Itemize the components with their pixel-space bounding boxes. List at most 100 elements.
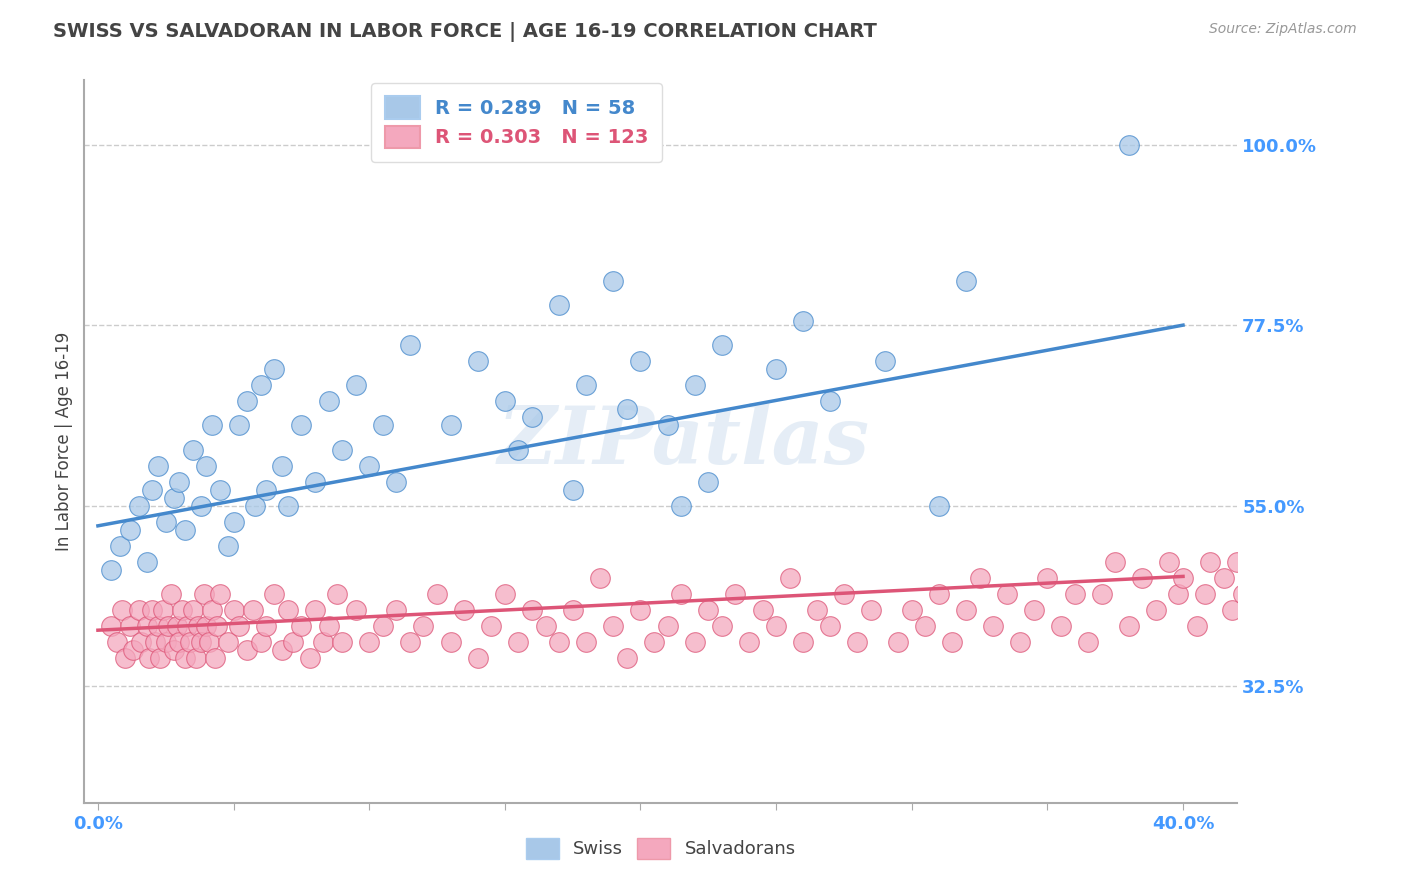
Point [508,635,530,649]
Point [128,603,150,617]
Point [160,587,183,601]
Point [697,603,720,617]
Point [169,635,191,649]
Point [249,378,271,392]
Point [683,378,706,392]
Point [176,619,198,633]
Point [453,603,475,617]
Point [602,619,624,633]
Point [120,523,142,537]
Point [208,483,231,497]
Point [283,635,305,649]
Point [669,587,692,601]
Point [724,587,747,601]
Point [135,619,157,633]
Point [143,635,166,649]
Point [359,635,381,649]
Point [806,603,828,617]
Point [155,515,177,529]
Point [710,619,733,633]
Point [217,635,239,649]
Point [873,354,896,368]
Point [683,635,706,649]
Point [318,394,340,409]
Point [312,635,335,649]
Point [508,442,530,457]
Point [669,499,692,513]
Point [561,603,583,617]
Point [385,475,408,489]
Point [1118,137,1140,152]
Point [1171,571,1194,585]
Point [548,635,571,649]
Point [304,603,326,617]
Point [1159,555,1181,569]
Point [1036,571,1059,585]
Point [820,619,842,633]
Point [271,643,294,657]
Point [710,338,733,352]
Point [1077,635,1099,649]
Point [105,635,128,649]
Point [325,587,347,601]
Point [887,635,910,649]
Point [290,619,312,633]
Point [128,499,150,513]
Point [914,619,936,633]
Point [616,651,638,665]
Point [575,378,598,392]
Point [820,394,842,409]
Point [1232,587,1254,601]
Point [1185,619,1208,633]
Point [657,418,679,433]
Point [738,635,761,649]
Point [1226,555,1249,569]
Point [201,603,224,617]
Y-axis label: In Labor Force | Age 16-19: In Labor Force | Age 16-19 [55,332,73,551]
Point [426,587,449,601]
Point [359,458,381,473]
Point [108,539,131,553]
Point [254,619,277,633]
Legend: Swiss, Salvadorans: Swiss, Salvadorans [519,830,803,866]
Point [236,643,259,657]
Point [1050,619,1073,633]
Point [1091,587,1114,601]
Point [900,603,922,617]
Point [187,619,209,633]
Point [846,635,869,649]
Point [520,603,543,617]
Point [630,603,652,617]
Point [832,587,855,601]
Point [371,418,394,433]
Text: SWISS VS SALVADORAN IN LABOR FORCE | AGE 16-19 CORRELATION CHART: SWISS VS SALVADORAN IN LABOR FORCE | AGE… [53,22,877,42]
Point [254,483,277,497]
Point [100,619,122,633]
Point [1130,571,1153,585]
Point [190,499,212,513]
Point [163,643,186,657]
Point [166,619,188,633]
Point [195,619,218,633]
Point [1010,635,1032,649]
Point [697,475,720,489]
Point [146,619,169,633]
Point [779,571,801,585]
Point [589,571,612,585]
Point [146,458,169,473]
Point [1104,555,1126,569]
Point [201,418,224,433]
Point [1167,587,1189,601]
Point [928,499,950,513]
Point [534,619,557,633]
Point [181,442,204,457]
Point [114,651,136,665]
Point [344,603,367,617]
Point [271,458,294,473]
Point [122,643,145,657]
Point [170,603,193,617]
Point [412,619,434,633]
Point [228,418,250,433]
Point [616,402,638,417]
Point [1144,603,1167,617]
